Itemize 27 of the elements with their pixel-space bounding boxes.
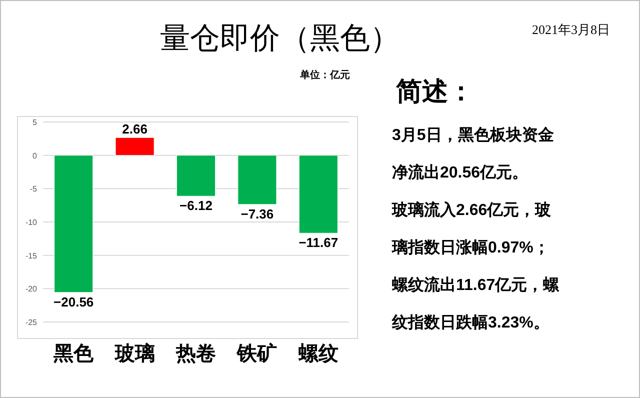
text: 螺纹流出11.67亿元，螺	[391, 275, 560, 294]
data-label: −6.12	[180, 198, 212, 214]
x-tick-label: 黑色	[52, 343, 95, 365]
data-label: −20.56	[54, 294, 94, 310]
text: 纹指数日跌幅3.23%。	[391, 314, 550, 332]
text: 单位：亿元	[299, 69, 350, 81]
text: 璃指数日涨幅0.97%；	[391, 238, 550, 256]
y-tick-label: -20	[25, 284, 38, 294]
chart-title: 量仓即价（黑色）	[160, 22, 400, 55]
text: 3月5日，黑色板块资金	[392, 126, 554, 144]
x-tick-label: 螺纹	[297, 343, 338, 365]
data-label: 2.66	[122, 122, 148, 137]
y-tick-label: -25	[25, 318, 38, 327]
y-tick-label: -10	[25, 218, 38, 227]
y-tick-label: -5	[30, 184, 38, 194]
data-label: −11.67	[298, 235, 338, 250]
text: 简述：	[395, 77, 474, 106]
x-tick-label: 热卷	[175, 343, 216, 365]
y-tick-label: 5	[32, 118, 38, 127]
text: 2021年3月8日	[532, 22, 610, 37]
y-tick-label: 0	[32, 151, 38, 160]
text: 玻璃流入2.66亿元，玻	[391, 200, 552, 219]
x-tick-label: 玻璃	[114, 342, 155, 365]
text: 净流出20.56亿元。	[392, 162, 528, 182]
x-tick-label: 铁矿	[236, 342, 278, 365]
y-tick-label: -15	[25, 251, 38, 260]
data-label: −7.36	[240, 206, 274, 222]
